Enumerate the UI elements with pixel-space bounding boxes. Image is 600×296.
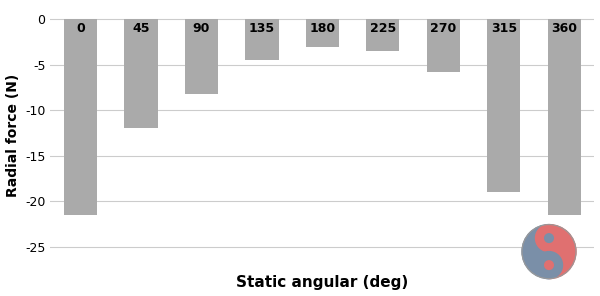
Bar [245,19,278,60]
Bar [124,19,158,128]
Circle shape [536,252,563,279]
Wedge shape [549,225,576,279]
Text: 90: 90 [193,22,210,35]
Y-axis label: Radial force (N): Radial force (N) [5,74,20,197]
Text: 45: 45 [132,22,150,35]
Circle shape [545,234,553,242]
Bar [64,19,97,215]
Text: 315: 315 [491,22,517,35]
Text: 180: 180 [310,22,335,35]
Bar [366,19,400,51]
Bar [306,19,339,46]
Bar [548,19,581,215]
Bar [427,19,460,72]
Bar [185,19,218,94]
Text: 0: 0 [76,22,85,35]
Circle shape [545,261,553,269]
Text: 225: 225 [370,22,396,35]
Text: 360: 360 [551,22,577,35]
Circle shape [536,225,563,252]
Wedge shape [522,225,549,279]
Text: 270: 270 [430,22,457,35]
X-axis label: Static angular (deg): Static angular (deg) [236,276,409,290]
Bar [487,19,520,192]
Text: 135: 135 [249,22,275,35]
